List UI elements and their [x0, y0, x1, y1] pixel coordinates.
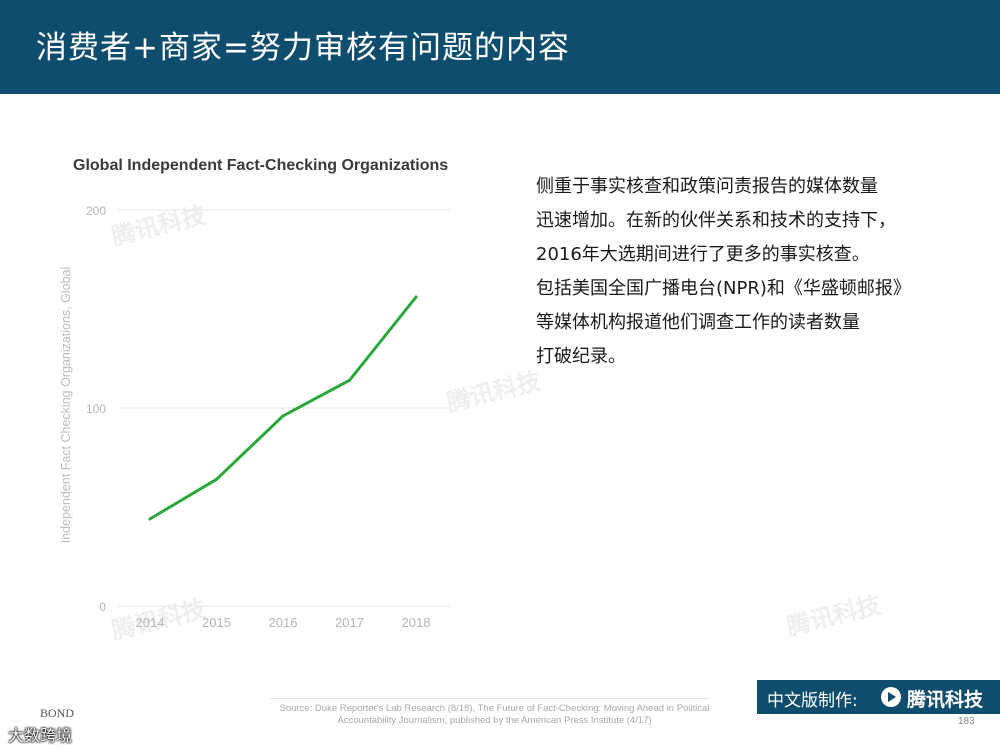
body-line: 迅速增加。在新的伙伴关系和技术的支持下，	[536, 210, 896, 231]
source-line: Accountability Journalism, published by …	[337, 715, 652, 726]
body-line: 侧重于事实核查和政策问责报告的媒体数量	[536, 176, 878, 197]
body-line: 包括美国全国广播电台(NPR)和《华盛顿邮报》	[536, 278, 911, 299]
data-point	[348, 378, 351, 382]
corner-watermark: 大数跨境	[8, 726, 73, 745]
tencent-logo-icon	[881, 687, 901, 707]
x-tick-label: 2015	[202, 615, 231, 630]
y-axis-label: Independent Fact Checking Organizations,…	[59, 267, 73, 544]
data-point	[148, 517, 152, 521]
page-number: 183	[958, 716, 975, 727]
body-line: 2016年大选期间进行了更多的事实核查。	[536, 244, 870, 265]
body-line: 打破纪录。	[536, 346, 626, 367]
data-point	[281, 414, 285, 418]
page-title: 消费者+商家=努力审核有问题的内容	[36, 30, 570, 66]
y-tick-label: 200	[86, 204, 106, 218]
source-line: Source: Duke Reporter's Lab Research (8/…	[279, 703, 710, 714]
credit-label: 中文版制作:	[767, 691, 858, 711]
data-point	[215, 477, 218, 481]
footer-divider	[270, 698, 710, 699]
header-bar: 消费者+商家=努力审核有问题的内容	[0, 0, 1000, 94]
chart-title: Global Independent Fact-Checking Organiz…	[73, 157, 449, 174]
credit-brand: 腾讯科技	[907, 689, 984, 711]
x-tick-label: 2018	[402, 615, 431, 630]
credit-banner: 中文版制作: 腾讯科技	[757, 680, 1000, 714]
x-tick-label: 2016	[269, 615, 298, 630]
source-note: Source: Duke Reporter's Lab Research (8/…	[262, 703, 727, 727]
data-point	[414, 295, 418, 299]
y-tick-label: 0	[99, 600, 106, 614]
bond-logo: BOND	[40, 706, 75, 720]
y-tick-label: 100	[86, 402, 106, 416]
body-text: 侧重于事实核查和政策问责报告的媒体数量 迅速增加。在新的伙伴关系和技术的支持下，…	[536, 170, 976, 374]
x-tick-label: 2014	[136, 615, 165, 630]
x-tick-label: 2017	[335, 615, 364, 630]
body-line: 等媒体机构报道他们调查工作的读者数量	[536, 312, 860, 333]
